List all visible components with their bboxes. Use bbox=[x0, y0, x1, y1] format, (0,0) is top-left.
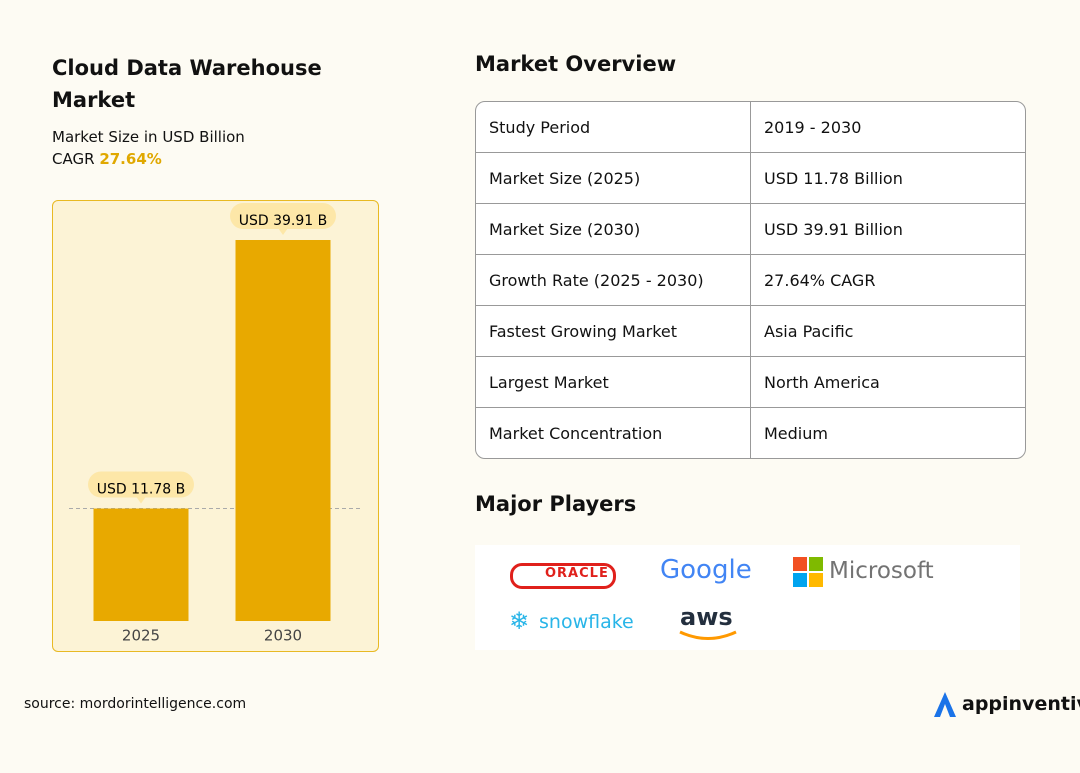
value-label: USD 11.78 B bbox=[97, 482, 186, 498]
table-row: Market Size (2030) USD 39.91 Billion bbox=[476, 203, 1025, 254]
value-pointer bbox=[136, 496, 146, 504]
chart-box: USD 11.78 B 2025 USD 39.91 B 2030 bbox=[52, 200, 379, 652]
value-pill bbox=[230, 203, 336, 229]
subtitle-block: Market Size in USD Billion CAGR 27.64% bbox=[52, 126, 245, 170]
oracle-ring bbox=[510, 563, 616, 589]
bar bbox=[93, 508, 189, 621]
value-pointer bbox=[278, 228, 288, 235]
overview-table: Study Period 2019 - 2030 Market Size (2025… bbox=[475, 101, 1026, 459]
chart-title: Cloud Data Warehouse Market bbox=[52, 56, 322, 112]
aws-smile bbox=[679, 630, 737, 640]
table-row: Market Size (2025) USD 11.78 Billion bbox=[476, 152, 1025, 203]
row-value: 2019 - 2030 bbox=[764, 117, 862, 137]
row-label: Largest Market bbox=[476, 357, 751, 407]
logo-aws: aws bbox=[680, 603, 733, 631]
row-value: USD 39.91 Billion bbox=[764, 219, 903, 239]
row-label: Study Period bbox=[476, 102, 751, 152]
row-label: Market Size (2030) bbox=[476, 204, 751, 254]
row-value: North America bbox=[764, 372, 880, 392]
overview-title: Market Overview bbox=[475, 52, 677, 76]
ms-icon bbox=[793, 557, 823, 587]
row-label: Market Size (2025) bbox=[476, 153, 751, 203]
brand-icon bbox=[934, 692, 956, 717]
cagr: CAGR 27.64% bbox=[52, 148, 245, 170]
logo-microsoft: Microsoft bbox=[829, 558, 934, 584]
row-label: Market Concentration bbox=[476, 408, 751, 458]
row-label: Fastest Growing Market bbox=[476, 306, 751, 356]
source: source: mordorintelligence.com bbox=[24, 696, 247, 712]
row-label: Growth Rate (2025 - 2030) bbox=[476, 255, 751, 305]
logo-google: Google bbox=[660, 555, 752, 585]
logo-snowflake: snowflake bbox=[539, 611, 634, 633]
table-row: Market Concentration Medium bbox=[476, 407, 1025, 458]
logos: ORACLE Google Microsoft ❄ snowflake aws bbox=[475, 545, 1020, 650]
cagr-value: 27.64% bbox=[99, 150, 162, 168]
table-row: Study Period 2019 - 2030 bbox=[476, 102, 1025, 152]
brand: appinventiv bbox=[932, 690, 1080, 718]
table-row: Largest Market North America bbox=[476, 356, 1025, 407]
value-pill bbox=[88, 471, 194, 498]
row-value: USD 11.78 Billion bbox=[764, 168, 903, 188]
snowflake-icon: ❄ bbox=[509, 607, 530, 635]
x-tick-label: 2030 bbox=[264, 627, 302, 645]
logo-oracle: ORACLE bbox=[545, 566, 609, 581]
table-row: Fastest Growing Market Asia Pacific bbox=[476, 305, 1025, 356]
players-title: Major Players bbox=[475, 492, 637, 516]
value-label: USD 39.91 B bbox=[239, 213, 328, 229]
bar bbox=[235, 240, 331, 621]
subtitle: Market Size in USD Billion bbox=[52, 128, 245, 146]
row-value: Asia Pacific bbox=[764, 321, 854, 341]
table-row: Growth Rate (2025 - 2030) 27.64% CAGR bbox=[476, 254, 1025, 305]
x-tick-label: 2025 bbox=[122, 627, 160, 645]
row-value: 27.64% CAGR bbox=[764, 270, 876, 290]
brand-name: appinventiv bbox=[962, 693, 1080, 715]
chart: USD 11.78 B 2025 USD 39.91 B 2030 bbox=[69, 203, 363, 645]
cagr-label: CAGR bbox=[52, 150, 95, 168]
row-value: Medium bbox=[764, 423, 828, 443]
